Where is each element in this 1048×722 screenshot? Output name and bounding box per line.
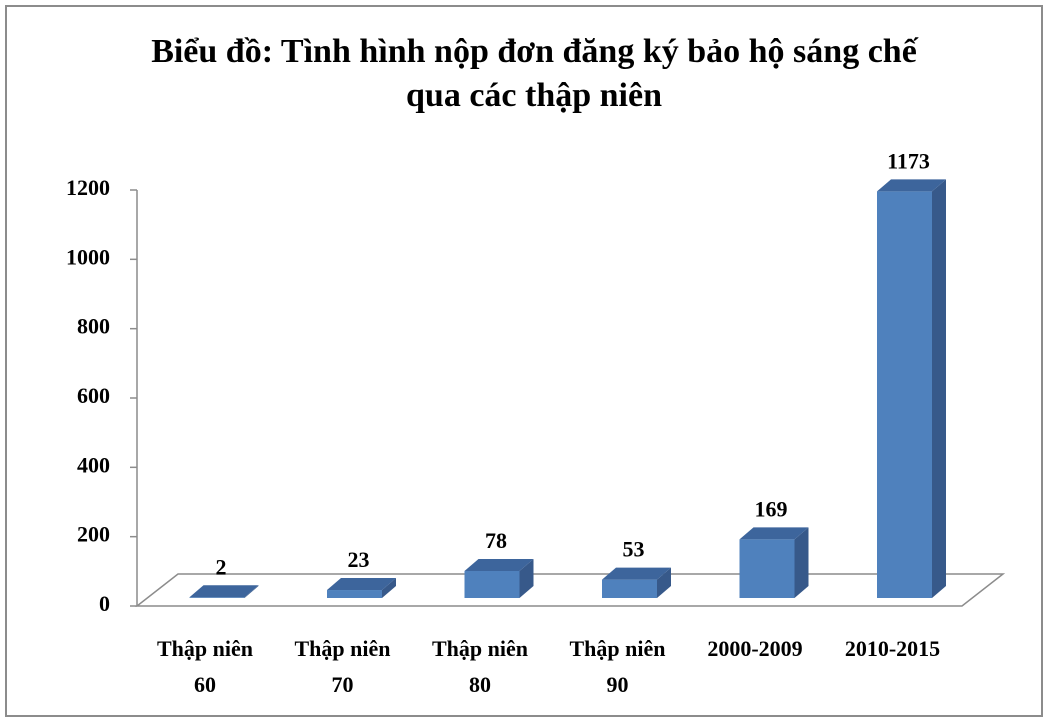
chart-title: Biểu đồ: Tình hình nộp đơn đăng ký bảo h… xyxy=(151,33,917,114)
y-tick-label: 400 xyxy=(77,452,110,477)
x-tick-label: Thập niên 90 xyxy=(569,636,666,697)
y-tick-label: 1200 xyxy=(66,175,110,200)
x-tick-label: 2010-2015 xyxy=(844,636,941,661)
x-tick-label: 2000-2009 xyxy=(707,636,803,661)
bar xyxy=(327,590,382,598)
y-tick-label: 600 xyxy=(77,383,110,408)
bar-top xyxy=(877,179,946,192)
bar xyxy=(739,539,795,598)
data-label: 53 xyxy=(623,537,645,562)
bar xyxy=(877,191,932,599)
bar-side xyxy=(382,578,396,598)
bar-side xyxy=(657,567,671,598)
data-label: 2 xyxy=(216,554,227,579)
x-tick-label: Thập niên 80 xyxy=(432,636,528,697)
bar-side xyxy=(932,179,946,599)
bar-top xyxy=(189,585,259,598)
data-label: 23 xyxy=(348,547,370,572)
bar-top xyxy=(327,578,396,591)
y-tick-label: 1000 xyxy=(66,244,110,269)
floor xyxy=(134,573,1006,607)
bar xyxy=(189,597,245,598)
bar-side xyxy=(244,585,259,598)
chart-border xyxy=(5,5,1043,717)
bar-side xyxy=(794,527,809,598)
bar xyxy=(464,570,520,598)
y-tick-label: 0 xyxy=(99,591,110,616)
data-label: 169 xyxy=(755,496,788,521)
y-tick-label: 200 xyxy=(77,522,110,547)
x-tick-label: Thập niên 70 xyxy=(294,636,391,697)
bar-side xyxy=(519,558,534,598)
bar xyxy=(602,579,657,598)
bar-top xyxy=(602,567,671,580)
bar-top xyxy=(464,558,534,571)
x-tick-label: Thập niên 60 xyxy=(157,636,253,697)
data-label: 78 xyxy=(485,528,507,553)
bar-top xyxy=(739,527,809,540)
y-tick-label: 800 xyxy=(77,314,110,339)
data-label: 1173 xyxy=(887,148,930,173)
